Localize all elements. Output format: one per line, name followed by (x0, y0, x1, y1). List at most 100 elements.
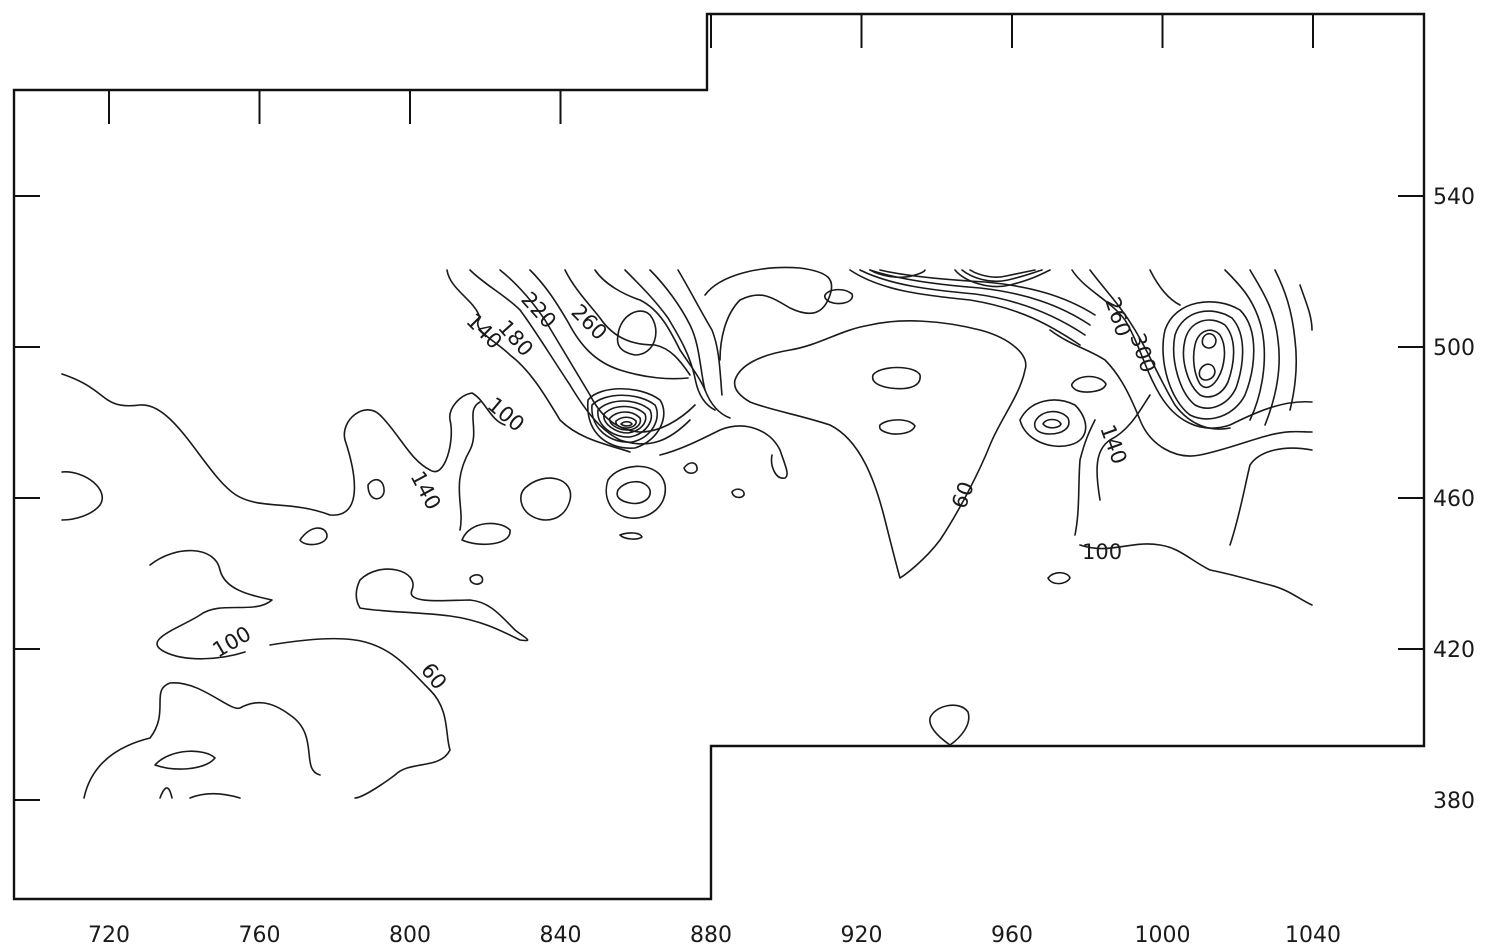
contour-line (954, 269, 1051, 288)
contour-line (189, 792, 241, 799)
contour-label: 100 (483, 392, 529, 436)
contour-line (1074, 419, 1096, 536)
contour-line (1249, 269, 1280, 426)
y-tick-label: 540 (1433, 185, 1475, 210)
y-tick-label: 460 (1433, 487, 1475, 512)
contour-line (591, 394, 658, 443)
contour-line (1182, 319, 1235, 398)
x-tick-label: 800 (389, 923, 431, 948)
contour-line (446, 269, 631, 453)
contour-line (154, 750, 216, 770)
contour-line (1019, 399, 1087, 447)
contour-line (355, 568, 529, 642)
y-tick-label: 380 (1433, 789, 1475, 814)
contour-line (869, 269, 926, 278)
x-tick-label: 760 (239, 923, 281, 948)
contour-line (859, 269, 1086, 336)
contour-line (608, 411, 642, 431)
contour-line (1071, 269, 1313, 429)
contour-line (615, 416, 637, 429)
contour-line (616, 310, 657, 356)
contour-line (603, 405, 647, 434)
contour-line (624, 269, 716, 411)
contour-line (1172, 310, 1244, 409)
contour-label: 220 (516, 287, 561, 333)
contour-line (1079, 543, 1313, 606)
contour-line (683, 462, 698, 474)
contour-line (823, 288, 854, 305)
contour-line (299, 527, 328, 546)
contour-line (1033, 410, 1070, 435)
x-axis-labels: 720 760 800 840 880 920 960 1000 1040 (88, 923, 1341, 948)
contour-line (149, 549, 273, 660)
contour-label: 60 (416, 658, 451, 694)
x-tick-label: 1040 (1285, 923, 1341, 948)
x-tick-label: 960 (991, 923, 1033, 948)
contour-line (731, 488, 745, 499)
contour-line (1049, 329, 1313, 457)
contour-line (520, 477, 572, 521)
contour-line (929, 704, 970, 746)
contour-label: 140 (406, 467, 446, 514)
contour-line (961, 269, 1043, 283)
contour-line (1229, 447, 1313, 546)
contour-line (1201, 332, 1217, 349)
contour-label: 60 (947, 478, 979, 511)
contour-line (83, 682, 321, 799)
contour-line (1089, 269, 1231, 430)
contour-line (616, 480, 651, 505)
contour-line (269, 637, 451, 799)
contour-line (969, 269, 1036, 278)
contour-line (61, 471, 103, 521)
tick-marks (14, 14, 1424, 801)
contour-line (659, 425, 788, 479)
contour-line (878, 419, 916, 435)
contour-line (458, 401, 481, 531)
y-tick-label: 420 (1433, 638, 1475, 663)
contour-line (1162, 301, 1255, 420)
contour-label: 180 (493, 315, 538, 361)
contour-line (620, 420, 633, 427)
contour-line (1198, 363, 1216, 381)
plot-frame (12, 12, 1426, 901)
x-tick-label: 920 (841, 923, 883, 948)
contour-line (677, 269, 723, 396)
contour-line (1149, 269, 1181, 306)
contour-line (1042, 418, 1062, 429)
x-tick-label: 880 (690, 923, 732, 948)
contour-label: 100 (1082, 540, 1122, 564)
contour-line (564, 269, 691, 376)
contour-line (587, 387, 665, 449)
contour-line (871, 366, 921, 390)
contour-label: 260 (566, 300, 611, 345)
contour-line (1224, 269, 1266, 421)
contour-line (1070, 375, 1107, 393)
contour-line (499, 269, 696, 433)
contour-label: 260 (1100, 294, 1135, 340)
contour-lines (61, 266, 1313, 799)
x-tick-label: 1000 (1135, 923, 1191, 948)
contour-line (879, 269, 1096, 316)
contour-line (61, 373, 506, 516)
contour-line (619, 532, 643, 540)
contour-line (1274, 269, 1297, 411)
contour-line (704, 266, 833, 361)
contour-line (849, 269, 1081, 346)
contour-line (1096, 394, 1151, 501)
contour-line (597, 400, 653, 438)
contour-line (1299, 284, 1313, 331)
contour-line (367, 478, 385, 500)
contour-line (461, 522, 511, 546)
contour-line (469, 573, 484, 585)
y-tick-label: 500 (1433, 336, 1475, 361)
contour-label: 300 (1125, 330, 1160, 376)
x-tick-label: 840 (540, 923, 582, 948)
contour-line (605, 465, 666, 519)
contour-line (469, 269, 691, 445)
contour-line (733, 320, 1027, 579)
contour-line (1047, 571, 1071, 585)
contour-line (159, 787, 173, 799)
contour-line (529, 269, 689, 380)
y-axis-labels: 380 420 460 500 540 (1433, 185, 1475, 814)
